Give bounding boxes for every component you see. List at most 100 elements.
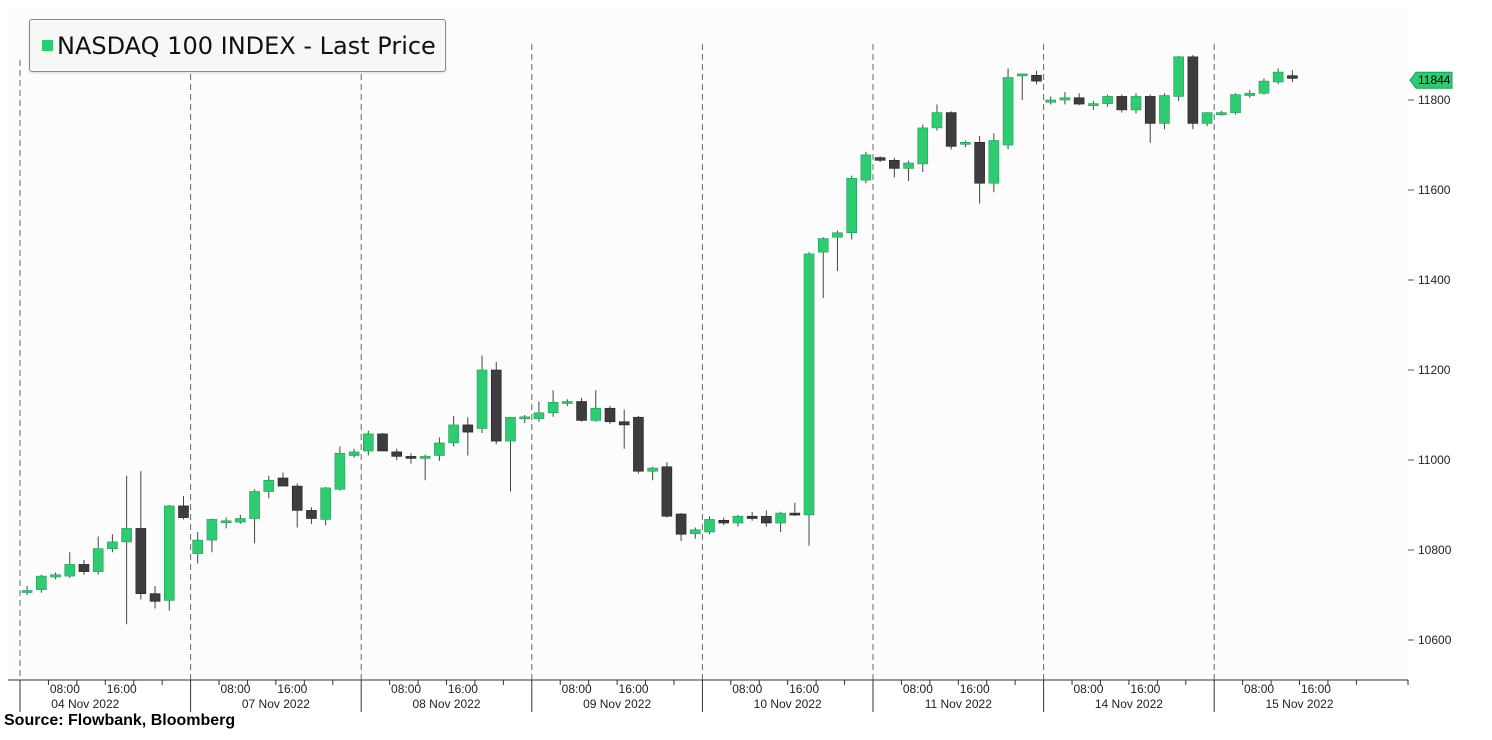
- candle-body: [149, 593, 161, 602]
- candle-body: [533, 412, 545, 419]
- candle-body: [590, 407, 602, 421]
- candle-body: [789, 512, 801, 516]
- candle-body: [1045, 99, 1057, 103]
- candle-body: [1073, 97, 1085, 105]
- legend-label: NASDAQ 100 INDEX - Last Price: [57, 31, 436, 60]
- candle-body: [334, 452, 346, 490]
- source-note: Source: Flowbank, Bloomberg: [4, 712, 236, 729]
- candle-body: [220, 520, 232, 524]
- candle-body: [1159, 95, 1170, 124]
- x-day-label: 04 Nov 2022: [51, 697, 119, 711]
- x-tick-label: 08:00: [732, 682, 762, 696]
- candle-body: [803, 253, 815, 516]
- candle-body: [604, 407, 616, 423]
- candle-body: [192, 539, 204, 554]
- candle-body: [817, 238, 829, 253]
- y-tick-label: 11800: [1418, 93, 1451, 107]
- candle-body: [263, 479, 275, 492]
- candle-body: [761, 515, 772, 524]
- y-tick-label: 11400: [1418, 273, 1451, 287]
- candle-body: [746, 515, 758, 519]
- candle-body: [448, 424, 459, 444]
- candle-body: [931, 112, 943, 129]
- x-day-label: 15 Nov 2022: [1265, 697, 1333, 711]
- y-tick-label: 10600: [1418, 633, 1452, 647]
- candle-body: [1130, 96, 1142, 111]
- candle-body: [1201, 112, 1213, 124]
- candle-body: [363, 433, 374, 452]
- candle-body: [505, 416, 516, 442]
- candle-body: [21, 590, 33, 593]
- x-tick-label: 16:00: [960, 682, 990, 696]
- x-day-label: 14 Nov 2022: [1095, 697, 1163, 711]
- y-tick-label: 11000: [1418, 453, 1451, 467]
- day-separators: [19, 44, 1215, 680]
- candle-body: [1102, 96, 1113, 104]
- y-tick-label: 11200: [1418, 363, 1451, 377]
- candle-body: [377, 433, 388, 452]
- candle-body: [1216, 112, 1227, 115]
- candle-body: [1002, 77, 1014, 146]
- x-tick-label: 08:00: [50, 682, 80, 696]
- last-price-label: 11844: [1418, 73, 1451, 87]
- candle-body: [490, 369, 502, 442]
- candle-body: [121, 528, 132, 543]
- candle-body: [64, 564, 76, 577]
- candle-body: [434, 442, 445, 456]
- candle-body: [917, 127, 929, 165]
- candle-body: [1187, 56, 1199, 124]
- x-tick-label: 16:00: [619, 682, 649, 696]
- candle-body: [576, 401, 587, 421]
- plot-background: [8, 8, 1408, 680]
- legend-swatch: [42, 40, 53, 51]
- last-price-tag: [1409, 71, 1453, 89]
- candle-body: [163, 505, 175, 601]
- candle-body: [860, 154, 872, 181]
- candle-body: [320, 487, 331, 520]
- candle-body: [206, 519, 218, 541]
- x-tick-label: 08:00: [562, 682, 592, 696]
- candle-body: [675, 513, 687, 535]
- candle-body: [107, 541, 118, 549]
- candle-body: [718, 519, 730, 524]
- candles: [21, 55, 1298, 625]
- candle-body: [889, 160, 900, 169]
- candle-body: [1258, 80, 1270, 94]
- candle-body: [419, 456, 431, 459]
- candle-body: [291, 485, 303, 511]
- x-tick-label: 16:00: [1130, 682, 1160, 696]
- candle-body: [661, 466, 673, 517]
- candle-body: [846, 178, 857, 234]
- candle-body: [178, 505, 189, 518]
- candle-body: [689, 529, 701, 535]
- x-tick-label: 16:00: [789, 682, 819, 696]
- x-day-label: 08 Nov 2022: [412, 697, 480, 711]
- candle-body: [1144, 96, 1156, 124]
- candle-body: [36, 575, 47, 590]
- y-tick-label: 11600: [1418, 183, 1451, 197]
- candle-body: [1272, 71, 1284, 83]
- candle-body: [78, 564, 90, 572]
- candle-body: [974, 142, 985, 184]
- candle-body: [832, 232, 843, 238]
- y-axis: 10600 10800 11000 11200 11400 11600 11800 11844: [1408, 71, 1453, 647]
- x-day-label: 10 Nov 2022: [754, 697, 822, 711]
- candle-body: [235, 518, 246, 523]
- x-tick-label: 16:00: [448, 682, 478, 696]
- candle-body: [519, 416, 530, 420]
- x-tick-label: 08:00: [220, 682, 250, 696]
- candle-body: [903, 162, 914, 169]
- candle-body: [988, 140, 1000, 184]
- candle-body: [1173, 56, 1184, 97]
- candle-body: [1244, 92, 1256, 96]
- candle-body: [50, 574, 61, 578]
- candle-body: [1287, 75, 1298, 79]
- x-tick-label: 16:00: [107, 682, 137, 696]
- candle-body: [348, 451, 360, 456]
- candle-body: [277, 477, 289, 487]
- x-tick-label: 08:00: [1244, 682, 1274, 696]
- candle-body: [391, 451, 403, 457]
- candle-body: [92, 548, 104, 572]
